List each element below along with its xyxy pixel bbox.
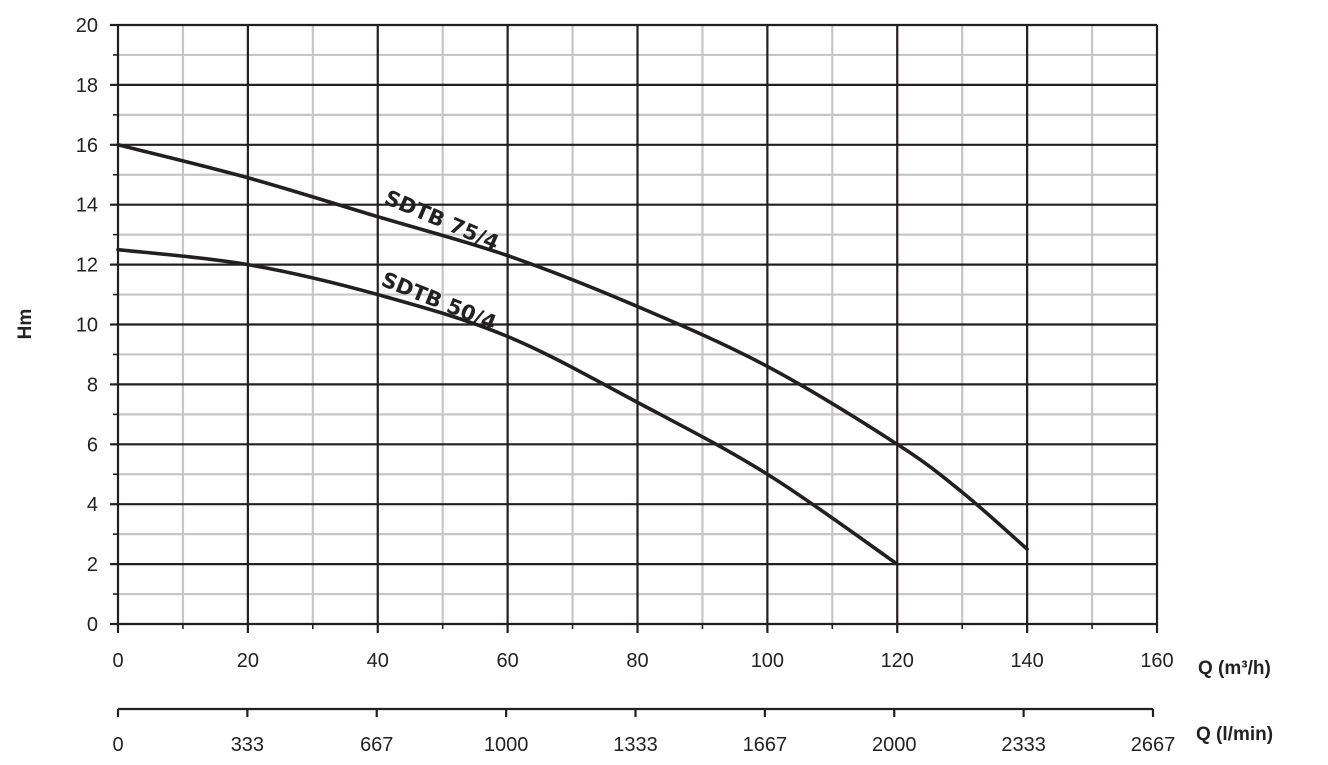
y-axis: 0 2 4 6 8 10 12 14 16 18 20 bbox=[76, 15, 118, 636]
x2-tick-label: 333 bbox=[231, 734, 264, 756]
y-tick-label: 18 bbox=[76, 75, 98, 97]
x2-tick-label: 667 bbox=[360, 734, 393, 756]
x2-tick-label: 2333 bbox=[1001, 734, 1046, 756]
major-grid bbox=[116, 23, 1159, 626]
x2-axis-title: Q (l/min) bbox=[1196, 724, 1273, 745]
series-line-0 bbox=[116, 143, 1029, 551]
y-axis-title: Hm bbox=[15, 309, 36, 340]
y-tick-label: 0 bbox=[87, 614, 98, 636]
x-tick-label: 80 bbox=[626, 650, 648, 672]
y-tick-label: 16 bbox=[76, 135, 98, 157]
x2-tick-label: 0 bbox=[112, 734, 123, 756]
x-axis-m3h: 0 20 40 60 80 100 120 140 160 bbox=[112, 624, 1174, 672]
x-tick-label: 60 bbox=[497, 650, 519, 672]
x-tick-label: 120 bbox=[881, 650, 914, 672]
y-tick-label: 12 bbox=[76, 255, 98, 277]
x2-tick-label: 2000 bbox=[872, 734, 917, 756]
series-line-1 bbox=[116, 247, 900, 566]
x2-tick-label: 1667 bbox=[743, 734, 788, 756]
x-axis-title: Q (m³/h) bbox=[1198, 658, 1271, 679]
x-axis-lmin: 0 333 667 1000 1333 1667 2000 2333 2667 bbox=[112, 707, 1176, 756]
y-tick-label: 2 bbox=[87, 554, 98, 576]
x-tick-label: 160 bbox=[1140, 650, 1173, 672]
y-tick-label: 10 bbox=[76, 315, 98, 337]
x2-tick-label: 1000 bbox=[484, 734, 529, 756]
y-tick-label: 14 bbox=[76, 195, 98, 217]
y-tick-label: 20 bbox=[76, 15, 98, 37]
x-tick-label: 40 bbox=[367, 650, 389, 672]
x2-tick-label: 2667 bbox=[1131, 734, 1176, 756]
series-lines bbox=[116, 143, 1029, 566]
y-tick-label: 4 bbox=[87, 494, 98, 516]
y-tick-label: 8 bbox=[87, 374, 98, 396]
x-tick-label: 140 bbox=[1010, 650, 1043, 672]
x-tick-label: 20 bbox=[237, 650, 259, 672]
y-tick-label: 6 bbox=[87, 434, 98, 456]
x-tick-label: 0 bbox=[112, 650, 123, 672]
x2-tick-label: 1333 bbox=[613, 734, 658, 756]
x-tick-label: 100 bbox=[751, 650, 784, 672]
